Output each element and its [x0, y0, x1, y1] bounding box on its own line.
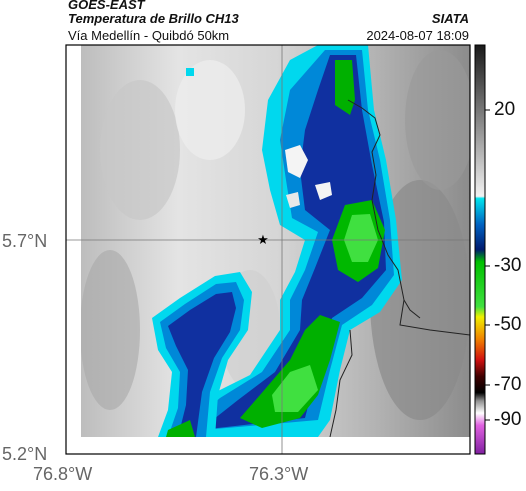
brightness-temperature-image — [81, 45, 470, 437]
satellite-title: GOES-EAST — [68, 0, 145, 12]
product-title: Temperatura de Brillo CH13 — [68, 11, 239, 26]
colorbar-tick-label: -50 — [494, 314, 522, 335]
x-tick-label: 76.3°W — [249, 464, 309, 484]
plot-border — [65, 44, 471, 455]
colorbar-tick-label: -90 — [494, 409, 522, 430]
y-tick-label: 5.2°N — [2, 444, 48, 464]
agency-label: SIATA — [431, 11, 469, 26]
location-label: Vía Medellín - Quibdó 50km — [68, 28, 230, 43]
star-marker: ★ — [257, 233, 269, 248]
colorbar-tick-label: -70 — [494, 374, 522, 395]
datetime-label: 2024-08-07 18:09 — [366, 28, 469, 43]
x-tick-label: 76.8°W — [33, 464, 93, 484]
y-tick-label: 5.7°N — [2, 231, 48, 251]
colorbar — [474, 44, 486, 455]
colorbar-tick-label: 20 — [494, 99, 516, 120]
colorbar-tick-label: -30 — [494, 255, 522, 276]
